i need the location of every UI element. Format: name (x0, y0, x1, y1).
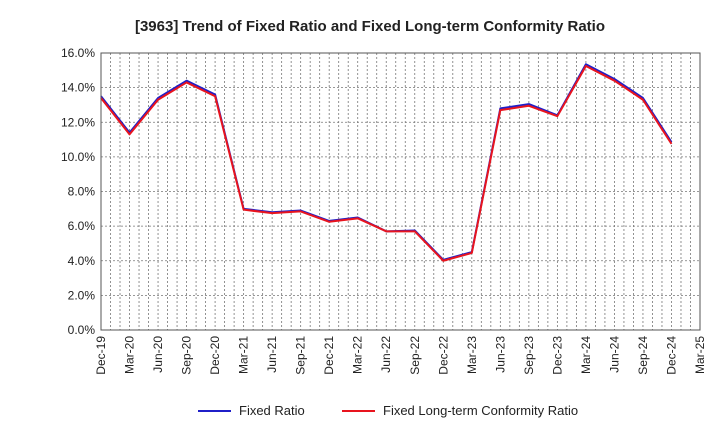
x-tick-label: Jun-24 (607, 336, 621, 373)
y-tick-label: 16.0% (61, 46, 95, 60)
legend-label: Fixed Ratio (239, 403, 305, 418)
y-axis: 0.0% 2.0% 4.0% 6.0% 8.0% 10.0% 12.0% 14.0% 16.0% (61, 46, 95, 337)
x-tick-label: Jun-20 (151, 336, 165, 373)
y-tick-label: 0.0% (68, 323, 96, 337)
x-tick-label: Mar-24 (579, 336, 593, 374)
x-tick-label: Mar-20 (123, 336, 137, 374)
x-tick-label: Sep-22 (408, 336, 422, 375)
x-tick-label: Jun-23 (493, 336, 507, 373)
x-tick-label: Mar-25 (693, 336, 707, 374)
legend-label: Fixed Long-term Conformity Ratio (383, 403, 578, 418)
chart-title: [3963] Trend of Fixed Ratio and Fixed Lo… (135, 18, 605, 35)
x-tick-label: Dec-22 (436, 336, 450, 375)
y-tick-label: 2.0% (68, 288, 96, 302)
x-tick-label: Jun-22 (379, 336, 393, 373)
y-tick-label: 12.0% (61, 115, 95, 129)
x-tick-label: Sep-24 (636, 336, 650, 375)
x-tick-label: Jun-21 (265, 336, 279, 373)
x-axis: Dec-19 Mar-20 Jun-20 Sep-20 Dec-20 Mar-21 Jun-… (94, 336, 707, 375)
x-tick-label: Mar-22 (351, 336, 365, 374)
x-tick-label: Dec-19 (94, 336, 108, 375)
y-tick-label: 6.0% (68, 219, 96, 233)
series-line-2 (100, 64, 673, 262)
x-tick-label: Dec-24 (664, 336, 678, 375)
plot-area (100, 63, 673, 262)
x-tick-label: Sep-21 (294, 336, 308, 375)
grid (100, 52, 701, 331)
y-tick-label: 14.0% (61, 81, 95, 95)
y-tick-label: 10.0% (61, 150, 95, 164)
x-tick-label: Mar-23 (465, 336, 479, 374)
y-tick-label: 8.0% (68, 185, 96, 199)
x-tick-label: Dec-23 (550, 336, 564, 375)
x-tick-label: Mar-21 (237, 336, 251, 374)
x-tick-label: Dec-21 (322, 336, 336, 375)
x-tick-label: Sep-23 (522, 336, 536, 375)
x-tick-label: Dec-20 (208, 336, 222, 375)
x-tick-label: Sep-20 (180, 336, 194, 375)
legend: Fixed Ratio Fixed Long-term Conformity Ra… (198, 403, 578, 418)
y-tick-label: 4.0% (68, 254, 96, 268)
plot-frame (100, 52, 701, 331)
